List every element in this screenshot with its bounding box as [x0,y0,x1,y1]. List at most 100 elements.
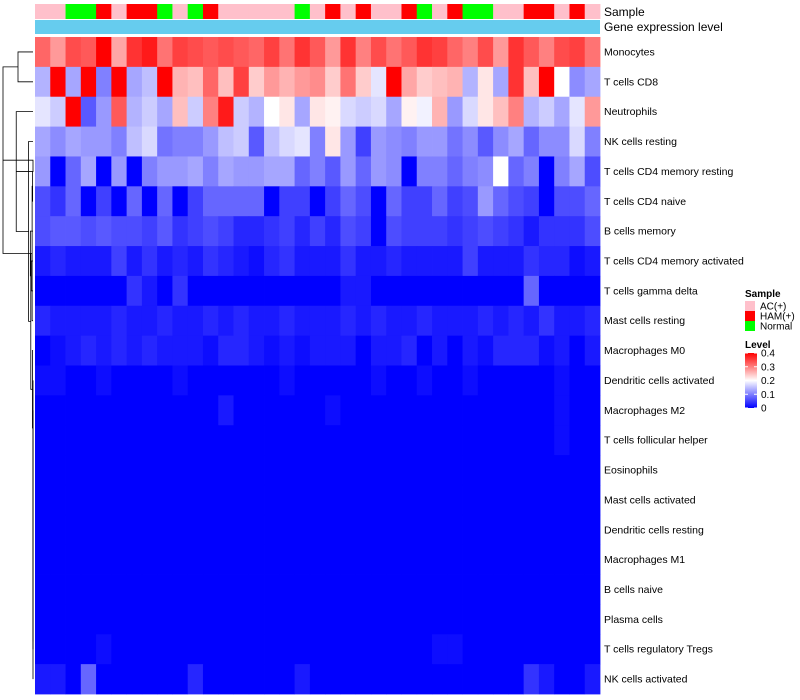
legend-level-tick-label: 0.3 [761,362,775,373]
heatmap-cell [294,395,311,426]
heatmap-cell [508,574,525,605]
heatmap-cell [401,335,418,366]
heatmap-cell [141,425,158,456]
heatmap-cell [264,216,280,247]
heatmap-cell [50,574,66,605]
heatmap-cell [294,365,311,396]
heatmap-cell [355,664,372,695]
heatmap-cell [126,335,143,366]
heatmap-cell [584,365,601,396]
heatmap-cell [325,186,341,217]
heatmap-cell [538,37,555,68]
heatmap-cell [447,574,463,605]
heatmap-cell [141,365,158,396]
heatmap-cell [462,365,479,396]
heatmap-cell [447,634,463,665]
heatmap-cell [35,514,51,546]
heatmap-cell [35,335,51,366]
heatmap-cell [50,37,66,68]
heatmap-cell [523,335,540,366]
sample-annotation-bar [35,4,601,19]
heatmap-cell [96,305,112,337]
heatmap-cell [462,156,479,187]
heatmap-cell [462,66,479,98]
heatmap-cell [233,514,250,546]
heatmap-cell [279,126,295,157]
heatmap-cell [279,664,295,695]
heatmap-cell [202,634,219,665]
heatmap-cell [248,544,265,575]
heatmap-cell [432,574,448,605]
heatmap-cell [569,574,586,605]
heatmap-cell [355,126,372,157]
heatmap-cell [264,335,280,366]
heatmap-cell [50,335,66,366]
heatmap-cell [508,425,525,456]
heatmap-cell [96,634,112,665]
heatmap-cell [554,544,570,575]
heatmap-cell [233,574,250,605]
heatmap-cell [493,634,509,665]
heatmap-cell [233,66,250,98]
heatmap-cell [294,246,311,277]
row-label: NK cells activated [604,674,688,686]
heatmap-cell [35,664,51,695]
heatmap-cell [477,305,494,337]
heatmap-cell [416,365,433,396]
heatmap-cell [202,96,219,127]
heatmap-cell [477,365,494,396]
legend-sample-label: HAM(+) [760,312,795,323]
heatmap-cell [309,365,326,396]
heatmap-cell [35,544,51,575]
heatmap-cell [35,634,51,665]
heatmap-cell [370,395,387,426]
heatmap-cell [508,216,525,247]
heatmap-cell [508,96,525,127]
heatmap-cell [248,664,265,695]
row-label: T cells gamma delta [604,285,698,297]
heatmap-cell [432,664,448,695]
heatmap-cell [248,425,265,456]
heatmap-cell [584,186,601,217]
heatmap-cell [218,66,234,98]
heatmap-cell [325,126,341,157]
heatmap-cell [202,365,219,396]
heatmap-cell [355,156,372,187]
heatmap-cell [538,425,555,456]
heatmap-cell [569,335,586,366]
heatmap-cell [401,156,418,187]
heatmap-cell [386,275,402,307]
heatmap-cell [202,484,219,516]
heatmap-cell [218,425,234,456]
heatmap-cell [141,664,158,695]
heatmap-cell [584,335,601,366]
heatmap-cell [172,365,189,396]
legend-sample-items: AC(+)HAM(+)Normal [745,301,795,333]
heatmap-cell [218,275,234,307]
heatmap-cell [508,395,525,426]
heatmap-cell [141,37,158,68]
sample-annotation-cell [416,4,433,19]
heatmap-cell [65,186,82,217]
heatmap-cell [554,395,570,426]
sample-annotation-cell [50,4,66,19]
heatmap-cell [340,156,357,187]
heatmap-cell [202,246,219,277]
heatmap-cell [96,455,112,486]
sample-annotation-cell [264,4,280,19]
heatmap-cell [569,216,586,247]
heatmap-cell [96,574,112,605]
heatmap-cell [96,544,112,575]
heatmap-cell [80,126,97,157]
heatmap-cell [80,96,97,127]
heatmap-cell [493,574,509,605]
heatmap-cell [187,634,204,665]
heatmap-cell [538,216,555,247]
heatmap-cell [264,186,280,217]
heatmap-cell [584,604,601,635]
row-label: Macrophages M0 [604,345,685,357]
heatmap-cell [96,604,112,635]
heatmap-cell [96,275,112,307]
heatmap-cell [325,37,341,68]
heatmap-cell [432,484,448,516]
